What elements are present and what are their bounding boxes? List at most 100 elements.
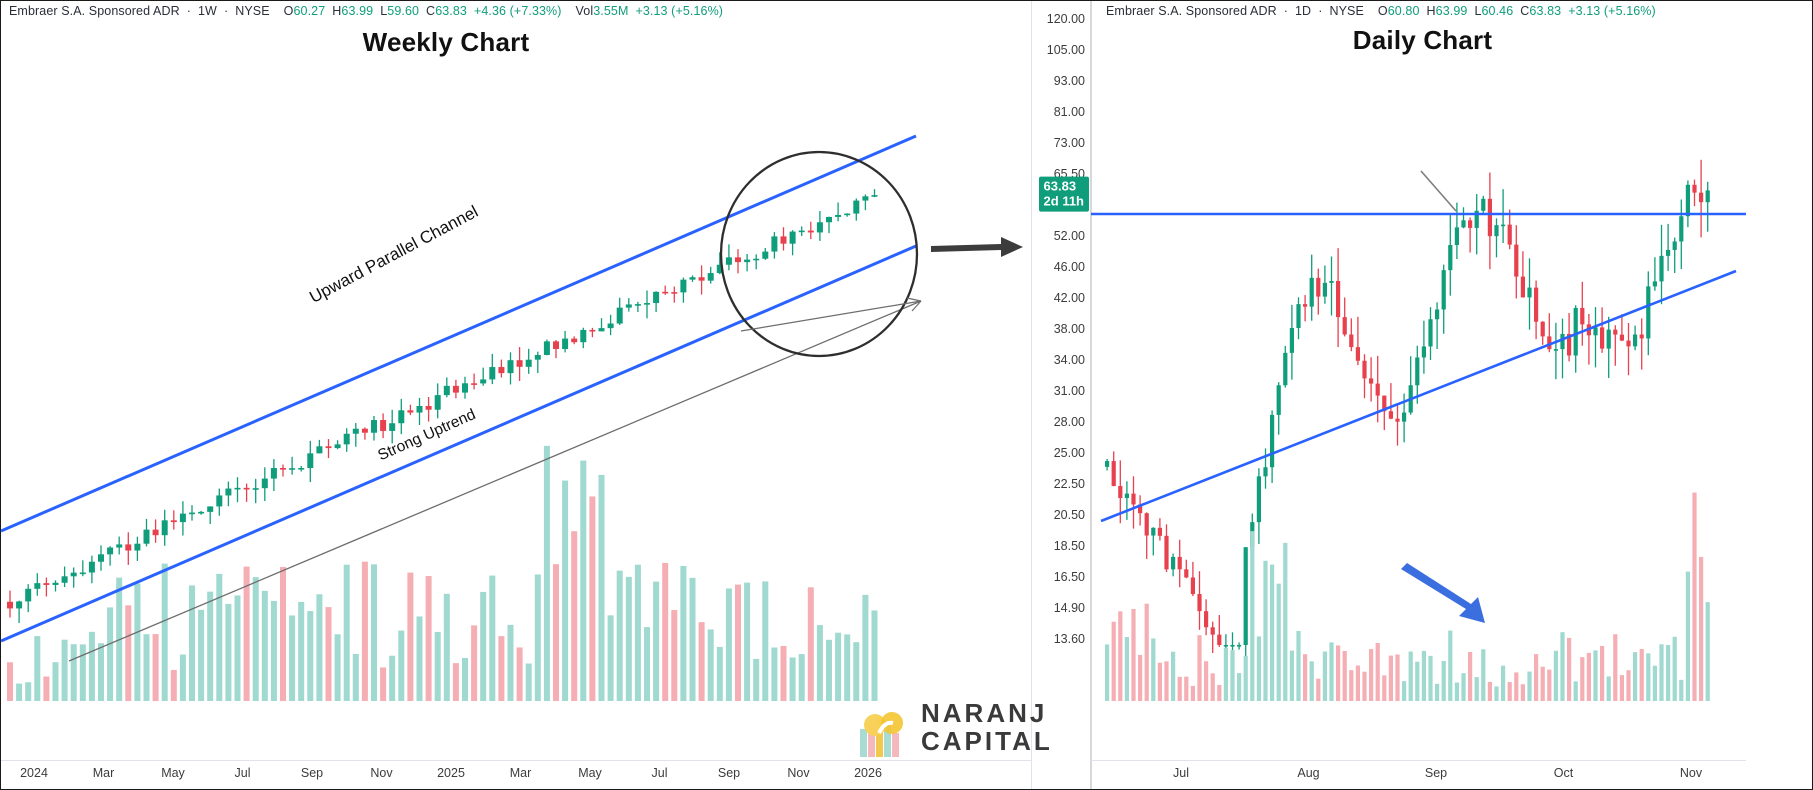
weekly-sep-2: · xyxy=(223,4,229,18)
price-tick: 20.50 xyxy=(1053,508,1085,522)
naranj-logo-icon xyxy=(860,712,903,757)
consolidation-highlight-ellipse[interactable] xyxy=(719,150,919,358)
daily-ohlc-legend[interactable]: Embraer S.A. Sponsored ADR · 1D · NYSE O60.80… xyxy=(1106,4,1656,18)
weekly-badge-countdown: 2d 11h xyxy=(1043,194,1084,209)
weekly-low-label: L xyxy=(380,4,388,18)
time-tick: Sep xyxy=(300,766,324,780)
watermark-line-1: NARANJ xyxy=(921,698,1048,728)
weekly-interval[interactable]: 1W xyxy=(198,4,217,18)
weekly-chart-panel[interactable]: Embraer S.A. Sponsored ADR · 1W · NYSE O60.27… xyxy=(1,1,1091,789)
price-tick: 22.50 xyxy=(1053,477,1085,491)
time-tick: 2025 xyxy=(437,766,465,780)
price-tick: 42.00 xyxy=(1053,291,1085,305)
strong-uptrend-overlay[interactable] xyxy=(68,300,922,662)
daily-change: +3.13 (+5.16%) xyxy=(1568,4,1656,18)
weekly-time-axis[interactable]: 2024 Mar May Jul Sep Nov 2025 Mar May Jul Sep Nov 20… xyxy=(1,760,1031,789)
weekly-volume-histogram xyxy=(7,445,878,701)
time-tick: 2026 xyxy=(854,766,882,780)
price-tick: 16.50 xyxy=(1053,570,1085,584)
daily-open-value: 60.80 xyxy=(1387,4,1420,18)
price-tick: 93.00 xyxy=(1053,74,1085,88)
daily-interval[interactable]: 1D xyxy=(1295,4,1312,18)
time-tick: Mar xyxy=(92,766,115,780)
weekly-symbol-name[interactable]: Embraer S.A. Sponsored ADR xyxy=(9,4,180,18)
time-tick: Aug xyxy=(1297,766,1320,780)
time-tick: Nov xyxy=(370,766,393,780)
time-tick: May xyxy=(578,766,602,780)
breakout-callout-tail xyxy=(1420,170,1457,212)
price-tick: 38.00 xyxy=(1053,322,1085,336)
daily-candlesticks xyxy=(1105,159,1710,665)
time-tick: Jul xyxy=(651,766,668,780)
time-tick: Jul xyxy=(234,766,251,780)
weekly-candlesticks xyxy=(7,189,878,623)
weekly-exchange: NYSE xyxy=(235,4,270,18)
price-tick: 81.00 xyxy=(1053,105,1085,119)
weekly-chart-title: Weekly Chart xyxy=(362,27,530,57)
time-tick: 2024 xyxy=(20,766,48,780)
price-tick: 13.60 xyxy=(1053,632,1085,646)
weekly-ohlc-legend[interactable]: Embraer S.A. Sponsored ADR · 1W · NYSE O60.27… xyxy=(9,4,723,18)
time-tick: Sep xyxy=(1424,766,1448,780)
time-tick: Oct xyxy=(1553,766,1574,780)
daily-open-label: O xyxy=(1377,4,1388,18)
weekly-volume-change: +3.13 (+5.16%) xyxy=(635,4,724,18)
price-tick: 28.00 xyxy=(1053,415,1085,429)
weekly-open-label: O xyxy=(283,4,294,18)
weekly-open-value: 60.27 xyxy=(293,4,326,18)
time-tick: Nov xyxy=(787,766,810,780)
price-tick: 105.00 xyxy=(1046,43,1085,57)
naranj-capital-watermark: NARANJ CAPITAL xyxy=(859,699,1069,763)
zoom-pointer-arrow xyxy=(740,297,922,332)
time-tick: Nov xyxy=(1679,766,1703,780)
daily-close-value: 63.83 xyxy=(1529,4,1562,18)
watermark-line-2: CAPITAL xyxy=(921,726,1053,756)
weekly-change: +4.36 (+7.33%) xyxy=(473,4,562,18)
time-tick: Mar xyxy=(509,766,532,780)
daily-symbol-name[interactable]: Embraer S.A. Sponsored ADR xyxy=(1106,4,1277,18)
weekly-plot-canvas[interactable] xyxy=(1,1,1031,761)
high-volume-arrow xyxy=(1401,563,1485,623)
daily-volume-histogram xyxy=(1105,492,1710,701)
weekly-volume-value: 3.55M xyxy=(593,4,629,18)
price-tick: 73.00 xyxy=(1053,136,1085,150)
daily-high-value: 63.99 xyxy=(1435,4,1468,18)
daily-time-axis[interactable]: Jul Aug Sep Oct Nov xyxy=(1091,760,1746,789)
daily-chart-panel[interactable]: Embraer S.A. Sponsored ADR · 1D · NYSE O60.80… xyxy=(1091,1,1812,789)
time-tick: Sep xyxy=(717,766,741,780)
time-tick: May xyxy=(161,766,185,780)
price-tick: 52.00 xyxy=(1053,229,1085,243)
weekly-high-label: H xyxy=(332,4,342,18)
weekly-last-price-badge[interactable]: 63.83 2d 11h xyxy=(1038,176,1089,212)
upward-parallel-channel-overlay[interactable] xyxy=(1,134,917,643)
weekly-badge-price: 63.83 xyxy=(1043,178,1077,194)
weekly-low-value: 59.60 xyxy=(387,4,420,18)
weekly-close-label: C xyxy=(426,4,436,18)
naranj-capital-wordmark: NARANJ CAPITAL xyxy=(921,699,1053,755)
price-tick: 120.00 xyxy=(1046,12,1085,26)
weekly-price-axis[interactable]: 120.00105.0093.0081.0073.0065.5058.0052.… xyxy=(1031,1,1091,789)
daily-high-label: H xyxy=(1426,4,1436,18)
price-tick: 46.00 xyxy=(1053,260,1085,274)
weekly-close-value: 63.83 xyxy=(435,4,467,18)
price-tick: 34.00 xyxy=(1053,353,1085,367)
price-tick: 31.00 xyxy=(1053,384,1085,398)
daily-sep-2: · xyxy=(1318,4,1323,18)
price-tick: 14.90 xyxy=(1053,601,1085,615)
daily-sep-1: · xyxy=(1283,4,1288,18)
daily-plot-canvas[interactable] xyxy=(1091,1,1746,761)
daily-close-label: C xyxy=(1520,4,1530,18)
price-tick: 25.00 xyxy=(1053,446,1085,460)
daily-low-label: L xyxy=(1474,4,1482,18)
weekly-high-value: 63.99 xyxy=(341,4,374,18)
weekly-to-daily-arrow xyxy=(931,237,1023,257)
weekly-sep-1: · xyxy=(186,4,191,18)
weekly-axis-divider xyxy=(1031,1,1032,789)
time-tick: Jul xyxy=(1173,766,1189,780)
daily-exchange: NYSE xyxy=(1329,4,1364,18)
price-tick: 18.50 xyxy=(1053,539,1085,553)
daily-low-value: 60.46 xyxy=(1481,4,1514,18)
panel-divider xyxy=(1090,1,1092,789)
ascending-triangle-support-line[interactable] xyxy=(1100,269,1737,523)
